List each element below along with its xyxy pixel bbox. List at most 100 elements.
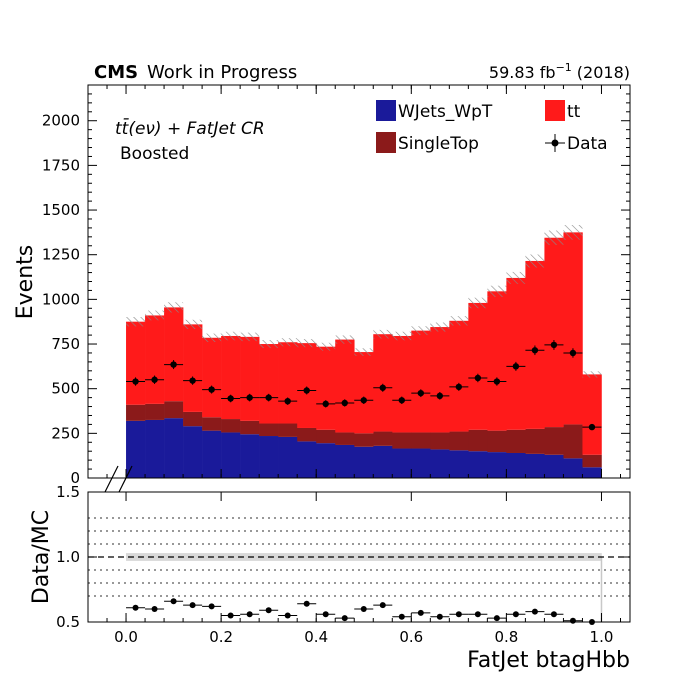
bar-tt-24 [582,374,602,455]
bar-tt-14 [392,335,412,433]
bar-wjets-wpt-21 [525,453,545,478]
region-selection-label: Boosted [120,144,189,164]
legend-label-tt: tt [567,102,581,122]
bar-singletop-19 [487,430,507,453]
axis-break-marks [104,465,133,493]
bar-singletop-7 [259,423,279,437]
bar-singletop-10 [316,429,336,444]
bar-tt-5 [221,335,241,420]
lumi-year: (2018) [577,63,630,82]
x-tick-label-5: 1.0 [590,628,614,646]
bar-singletop-9 [297,427,317,442]
bar-singletop-6 [240,420,260,435]
bar-wjets-wpt-16 [430,449,450,478]
main-x-ticks [106,85,621,478]
ratio-point-19 [493,615,500,622]
bar-tt-22 [544,237,564,428]
stack-layer [126,232,602,478]
ratio-point-6 [246,611,253,618]
bar-tt-19 [487,291,507,431]
bar-singletop-24 [582,454,602,468]
y-tick-label-7: 1750 [42,156,80,174]
bar-tt-8 [278,342,298,424]
uncertainty-hatch-23 [563,225,583,240]
bar-singletop-13 [373,431,393,446]
data-point-17 [455,383,463,391]
ratio-y-axis-label: Data/MC [29,510,54,604]
bar-wjets-wpt-1 [145,419,165,478]
ratio-band-21 [525,553,545,561]
x-tick-label-4: 0.8 [494,628,518,646]
y-tick-label-6: 1500 [42,201,80,219]
bar-wjets-wpt-4 [202,430,222,478]
bar-wjets-wpt-0 [126,420,146,478]
ratio-point-11 [341,615,348,622]
data-point-8 [284,397,291,405]
region-process-label: tt̄(eν) + FatJet CR [115,117,265,139]
bar-tt-4 [202,337,222,418]
uncertainty-hatch-11 [335,335,355,344]
bar-wjets-wpt-20 [506,452,526,478]
bar-wjets-wpt-17 [449,450,469,478]
ratio-point-16 [436,613,443,620]
bar-tt-15 [411,330,431,433]
bar-wjets-wpt-7 [259,436,279,478]
legend-swatch-wjets-wpt [376,100,396,121]
ratio-y-ticks: 0.5 1.0 1.5 [56,483,630,631]
ratio-point-8 [284,612,291,619]
ratio-x-ticks: 0.0 0.2 0.4 0.6 0.8 1.0 [106,492,621,646]
ratio-point-7 [265,607,272,614]
bar-tt-12 [354,352,374,434]
bar-singletop-15 [411,432,431,449]
bar-singletop-3 [183,411,203,427]
ratio-dotted-lines [88,517,630,597]
bar-tt-18 [468,302,488,430]
bar-singletop-22 [544,427,564,455]
data-points-layer [126,340,602,431]
ratio-y-tick-label-2: 1.5 [56,483,80,501]
data-point-16 [436,392,444,400]
data-point-5 [227,395,234,402]
y-tick-label-0: 0 [70,469,80,487]
lumi-value: 59.83 fb [489,63,556,82]
uncertainty-hatch-13 [373,329,393,339]
legend-swatch-singletop [376,132,396,153]
ratio-point-14 [398,613,405,620]
y-tick-label-3: 750 [51,335,80,353]
bar-tt-10 [316,346,336,430]
ratio-point-20 [512,611,519,618]
data-point-23 [569,349,577,357]
y-tick-label-8: 2000 [42,112,80,130]
bar-tt-9 [297,343,317,428]
ratio-point-13 [379,602,386,609]
x-axis-label: FatJet btagHbb [467,648,630,673]
bar-singletop-8 [278,423,298,437]
status-label: Work in Progress [147,62,297,83]
main-y-ticks: 0 250 500 750 1000 1250 1500 1750 2000 [42,93,630,487]
legend-label-data: Data [567,134,608,154]
uncertainty-hatch-0 [126,317,146,327]
main-panel: 0 250 500 750 1000 1250 1500 1750 2000 tt̄(eν) +… [13,84,631,487]
legend: WJets_WpT tt SingleTop Data [376,100,608,154]
bar-tt-0 [126,321,146,405]
bar-tt-13 [373,334,393,432]
bar-singletop-20 [506,429,526,453]
uncertainty-hatch-layer [126,225,602,378]
uncertainty-hatch-14 [392,331,412,341]
uncertainty-hatch-1 [145,310,165,321]
ratio-point-23 [569,617,576,624]
data-point-21 [531,347,539,354]
bar-singletop-17 [449,431,469,451]
data-point-11 [341,399,348,407]
y-tick-label-1: 250 [51,424,80,442]
uncertainty-hatch-21 [525,254,545,268]
bar-singletop-1 [145,403,165,420]
bar-wjets-wpt-2 [164,418,184,478]
ratio-point-3 [189,602,196,609]
data-point-24 [588,423,596,431]
ratio-point-0 [132,604,139,611]
ratio-band-8 [278,553,298,561]
ratio-band-0 [126,553,146,561]
bar-wjets-wpt-6 [240,434,260,478]
